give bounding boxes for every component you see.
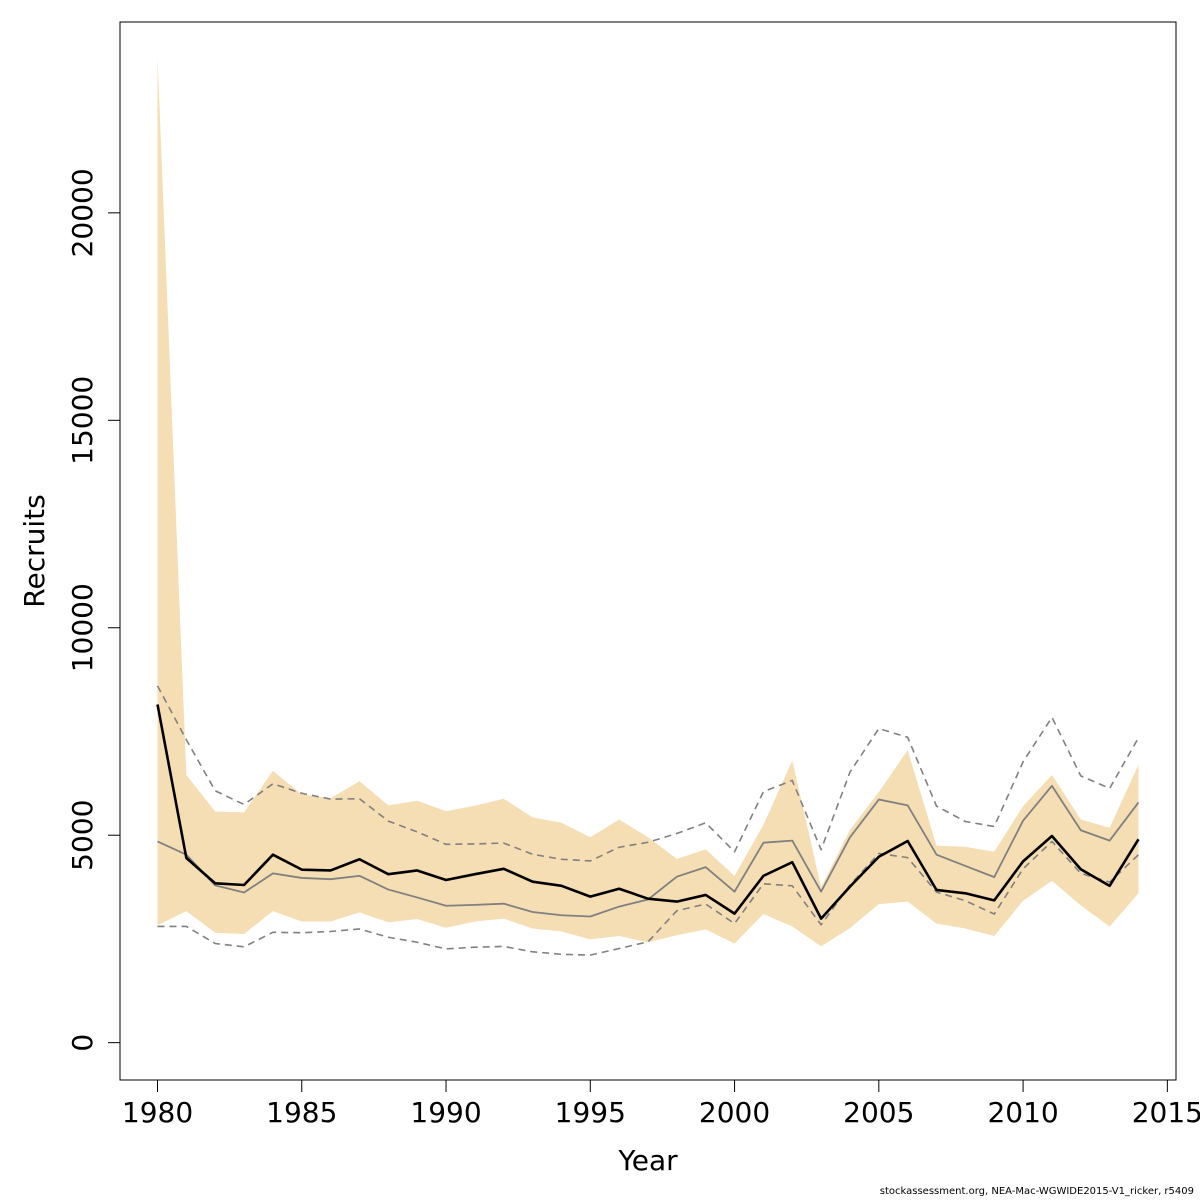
y-tick-label: 20000: [66, 168, 99, 257]
estimate-line: [156, 704, 1140, 920]
comparison-upper-line: [156, 685, 1140, 862]
x-tick-label: 1990: [410, 1096, 481, 1129]
series-lines-layer: [156, 685, 1140, 956]
x-tick-label: 2015: [1132, 1096, 1200, 1129]
confidence-band-layer: [157, 57, 1139, 947]
x-axis: 1980 1985 1990 1995 2000 2005 2010 2015: [122, 1079, 1200, 1129]
x-tick-label: 1995: [555, 1096, 626, 1129]
x-tick-label: 1985: [266, 1096, 337, 1129]
y-axis-title: Recruits: [18, 494, 51, 607]
x-axis-title: Year: [617, 1144, 678, 1177]
x-tick-label: 2000: [699, 1096, 770, 1129]
y-axis: 0 5000 10000 15000 20000: [66, 168, 121, 1052]
confidence-band: [157, 57, 1139, 947]
y-tick-label: 15000: [66, 376, 99, 465]
y-tick-label: 0: [66, 1034, 99, 1052]
x-tick-label: 1980: [122, 1096, 193, 1129]
x-tick-label: 2010: [987, 1096, 1058, 1129]
x-tick-label: 2005: [843, 1096, 914, 1129]
footnote: stockassessment.org, NEA-Mac-WGWIDE2015-…: [879, 1186, 1194, 1197]
y-tick-label: 10000: [66, 583, 99, 672]
y-tick-label: 5000: [66, 800, 99, 871]
comparison-lower-line: [157, 840, 1140, 956]
